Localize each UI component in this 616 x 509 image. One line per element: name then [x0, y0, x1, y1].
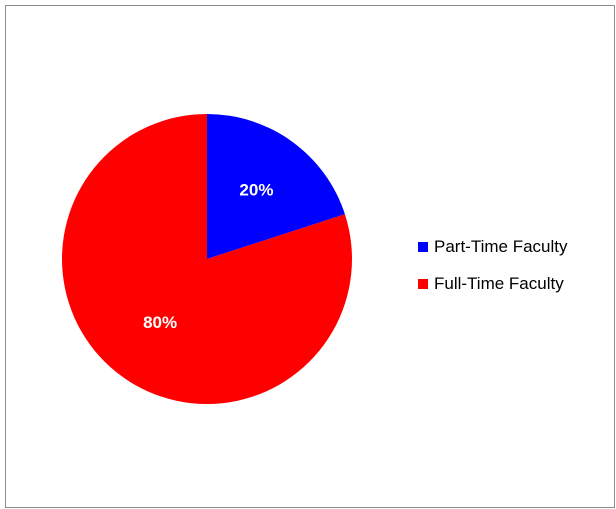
legend-swatch-full-time	[418, 278, 428, 289]
legend-label-part-time: Part-Time Faculty	[434, 236, 568, 256]
legend: Part-Time Faculty Full-Time Faculty	[418, 236, 568, 310]
slice-label-part-time: 20%	[239, 180, 273, 199]
pie-slice-part-time	[207, 114, 345, 259]
slice-label-full-time: 80%	[143, 313, 177, 332]
legend-label-full-time: Full-Time Faculty	[434, 273, 564, 293]
pie-slice-full-time	[61, 114, 352, 404]
legend-swatch-part-time	[418, 241, 428, 252]
pie-chart: 20% 80%	[61, 114, 352, 404]
legend-item-full-time: Full-Time Faculty	[418, 273, 568, 294]
chart-frame: 20% 80% Part-Time Faculty Full-Time Facul…	[5, 5, 615, 508]
legend-item-part-time: Part-Time Faculty	[418, 236, 568, 257]
